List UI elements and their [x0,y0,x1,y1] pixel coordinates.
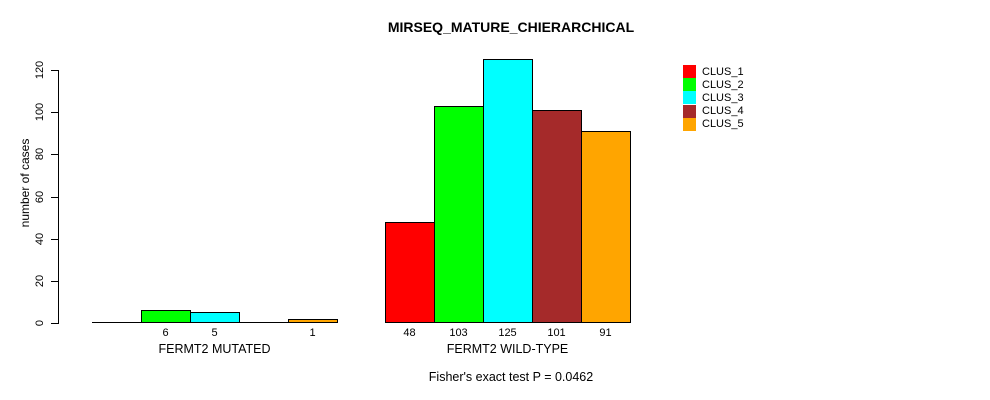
bar-clus-3-group1 [190,312,240,323]
bar-value-label: 1 [309,327,316,339]
y-axis-tick [51,154,58,155]
bar-value-label: 91 [599,327,612,339]
fisher-test-caption: Fisher's exact test P = 0.0462 [428,370,594,384]
bar-clus-5-group2 [581,131,631,323]
y-axis-tick [51,197,58,198]
y-axis-line [58,70,59,324]
bar-value-label: 125 [498,327,517,339]
legend-label-clus-1: CLUS_1 [702,65,744,78]
bar-clus-5-group1 [288,319,338,323]
bar-value-label: 5 [211,327,218,339]
y-tick-label: 60 [34,190,46,204]
bar-clus-2-group1 [141,310,191,323]
bar-clus-2-group2 [434,106,484,323]
legend-swatch-clus-4 [683,104,696,118]
y-axis-tick [51,70,58,71]
y-axis-tick [51,239,58,240]
y-axis-title: number of cases [18,138,32,228]
legend-label-clus-5: CLUS_5 [702,118,744,131]
y-tick-label: 40 [34,232,46,246]
bar-value-label: 6 [162,327,169,339]
y-tick-label: 20 [34,274,46,288]
x-group-label: FERMT2 MUTATED [158,342,271,356]
legend-swatch-clus-5 [683,117,696,131]
legend-label-clus-2: CLUS_2 [702,78,744,91]
bar-value-label: 101 [547,327,566,339]
zero-bar-clus-1-group1 [92,322,142,323]
legend-swatch-clus-2 [683,78,696,92]
y-tick-label: 100 [34,102,46,122]
y-tick-label: 0 [34,319,46,327]
bar-value-label: 48 [403,327,416,339]
y-tick-label: 120 [34,60,46,80]
bar-clus-3-group2 [483,59,533,323]
zero-bar-clus-4-group1 [239,322,289,323]
chart-title: MIRSEQ_MATURE_CHIERARCHICAL [387,19,635,35]
y-axis-tick [51,323,58,324]
legend-label-clus-4: CLUS_4 [702,105,744,118]
legend-swatch-clus-3 [683,91,696,105]
x-group-label: FERMT2 WILD-TYPE [446,342,569,356]
bar-clus-1-group2 [385,222,435,323]
legend-label-clus-3: CLUS_3 [702,91,744,104]
bar-clus-4-group2 [532,110,582,323]
y-axis-tick [51,281,58,282]
legend-swatch-clus-1 [683,65,696,78]
y-axis-tick [51,112,58,113]
bar-value-label: 103 [449,327,468,339]
y-tick-label: 80 [34,147,46,161]
